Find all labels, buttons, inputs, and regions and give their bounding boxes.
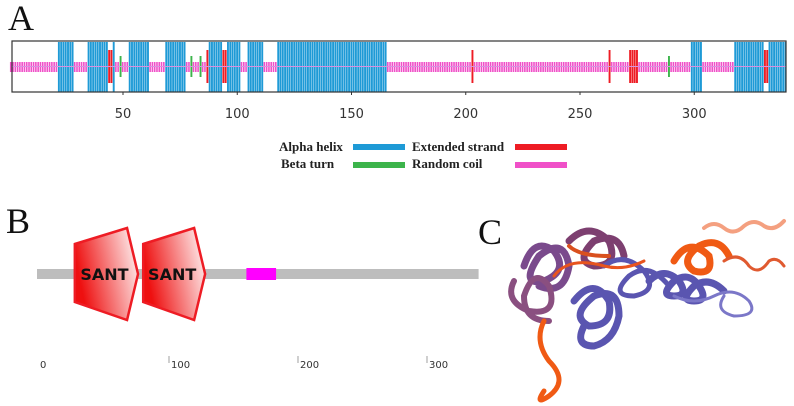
ribbon-helix	[670, 239, 733, 276]
legend-label-turn: Beta turn	[281, 156, 335, 171]
ribbon-helix	[645, 270, 728, 305]
x-tick-label: 150	[339, 107, 364, 122]
ribbon-loop	[552, 259, 646, 278]
ribbon-tail	[722, 255, 786, 272]
x-tick-label: 200	[453, 107, 478, 122]
scale-tick-label: 100	[171, 360, 190, 371]
ribbon-helix	[520, 242, 573, 292]
ribbon-helix	[570, 285, 623, 350]
legend-swatch-strand	[515, 144, 567, 150]
low-complexity-region	[246, 268, 277, 280]
sant-domain-label: SANT	[148, 265, 196, 284]
sant-domain	[141, 226, 207, 322]
legend-label-helix: Alpha helix	[279, 139, 343, 154]
ribbon-loop	[601, 257, 672, 299]
ribbon-tail	[702, 219, 786, 234]
sant-domain-label: SANT	[80, 265, 128, 284]
legend-swatch-helix	[353, 144, 405, 150]
domain-map: SANT SANT 0 100 200 300	[37, 226, 479, 371]
legend-label-coil: Random coil	[412, 156, 483, 171]
track-frame	[11, 40, 787, 93]
x-tick-label: 50	[115, 107, 132, 122]
scale-tick-label: 0	[40, 360, 46, 371]
ribbon-helix	[508, 275, 555, 324]
ribbon-loop	[567, 244, 611, 258]
panel-label-c: C	[478, 212, 503, 252]
legend-swatch-coil	[515, 162, 567, 168]
ribbon-tail	[537, 318, 562, 403]
x-tick-label: 250	[568, 107, 593, 122]
x-tick-label: 300	[682, 107, 707, 122]
residue-coil	[9, 62, 12, 72]
protein-3d-structure	[508, 219, 786, 403]
sant-domain	[73, 226, 140, 322]
secondary-structure-track: 50 100 150 200 250 300	[9, 40, 787, 122]
scale-tick-label: 200	[300, 360, 319, 371]
ribbon-helix	[565, 227, 628, 270]
scale-tick-label: 300	[429, 360, 448, 371]
legend-label-strand: Extended strand	[412, 139, 505, 154]
panel-label-b: B	[6, 201, 31, 241]
ribbon-loop	[672, 290, 754, 318]
x-tick-label: 100	[225, 107, 250, 122]
panel-label-a: A	[8, 0, 34, 38]
legend-swatch-turn	[353, 162, 405, 168]
